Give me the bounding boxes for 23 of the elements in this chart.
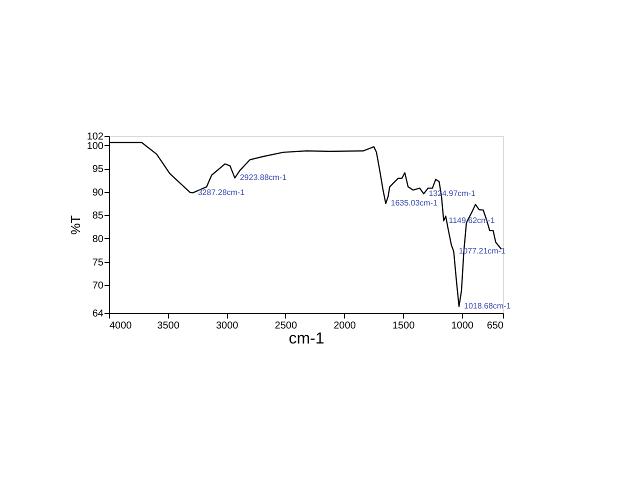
x-tick-label: 2000: [334, 320, 356, 332]
y-tick-label: 80: [92, 234, 104, 245]
y-axis-title: %T: [68, 215, 83, 235]
x-tick-label: 3500: [157, 320, 180, 332]
x-tick-label: 1000: [451, 320, 474, 332]
y-tick-label: 95: [92, 164, 104, 176]
x-tick-label: 1500: [392, 320, 416, 332]
y-tick-label: 90: [92, 187, 104, 198]
x-tick-label: 2500: [274, 320, 298, 332]
y-tick-label: 75: [92, 257, 104, 268]
annotation: 3287.28cm-1: [198, 188, 246, 197]
x-axis-title: cm-1: [288, 330, 324, 348]
y-tick-label: 85: [92, 210, 104, 222]
y-tick-label: 100: [86, 140, 104, 152]
y-tick-label: 102: [86, 132, 104, 142]
y-tick-label: 64: [92, 308, 104, 320]
x-tick-label: 650: [486, 320, 504, 332]
annotation: 1018.68cm-1: [464, 301, 512, 310]
x-tick-label: 3000: [216, 320, 239, 332]
annotation: 1635.03cm-1: [390, 198, 438, 208]
annotation: 2923.88cm-1: [240, 172, 288, 182]
y-tick-label: 70: [92, 280, 104, 292]
x-tick-label: 4000: [110, 320, 132, 332]
